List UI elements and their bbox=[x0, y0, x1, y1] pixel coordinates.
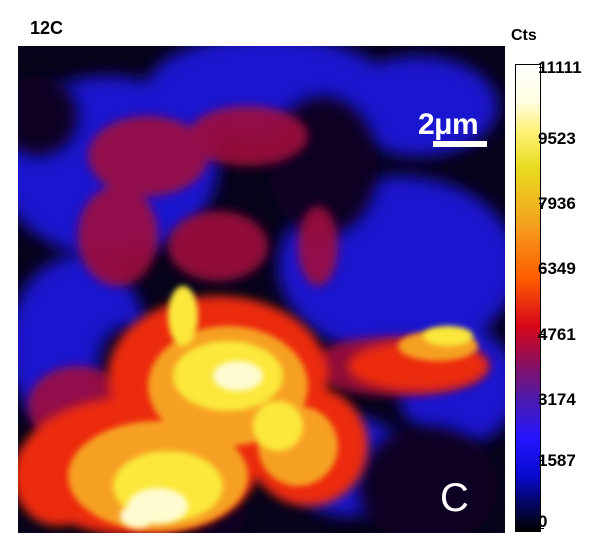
colorbar-tick-label: 9523 bbox=[538, 129, 576, 148]
scale-bar-label: 2μm bbox=[418, 108, 479, 141]
colorbar-tick-label: 11111 bbox=[538, 58, 582, 77]
colorbar-tick-label: 1587 bbox=[538, 451, 576, 470]
colorbar-tick-label: 6349 bbox=[538, 259, 576, 278]
colorbar-tickmark bbox=[539, 203, 544, 204]
colorbar-tick-label: 3174 bbox=[538, 390, 576, 409]
colorbar-tick-label: 0 bbox=[538, 512, 548, 531]
colorbar bbox=[515, 64, 541, 532]
colorbar-tickmark bbox=[539, 334, 544, 335]
colorbar-tick-label: 4761 bbox=[538, 325, 576, 344]
ion-count-map bbox=[18, 46, 505, 533]
colorbar-unit: Cts bbox=[511, 27, 537, 44]
colorbar-tickmark bbox=[539, 67, 544, 68]
colorbar-tickmark bbox=[539, 268, 544, 269]
colorbar-tickmark bbox=[539, 138, 544, 139]
panel-letter: C bbox=[440, 476, 469, 520]
heatmap-image bbox=[18, 46, 505, 533]
scale-bar bbox=[433, 141, 487, 147]
colorbar-tickmark bbox=[539, 528, 544, 529]
colorbar-tick-label: 7936 bbox=[538, 194, 576, 213]
panel-title: 12C bbox=[30, 18, 64, 38]
colorbar-tickmark bbox=[539, 460, 544, 461]
colorbar-tickmark bbox=[539, 399, 544, 400]
